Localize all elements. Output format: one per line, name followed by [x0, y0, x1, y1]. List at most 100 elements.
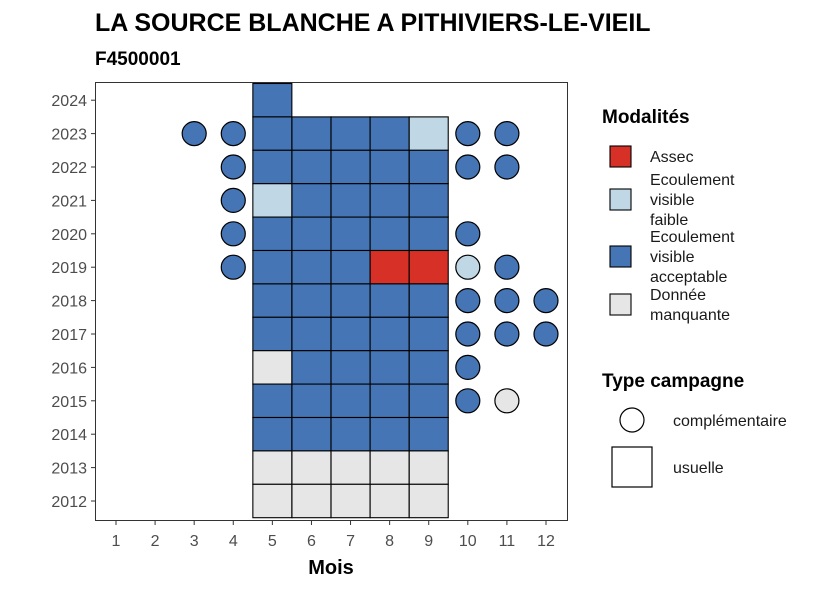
cell-2013-9 [408, 450, 449, 485]
chart-subtitle: F4500001 [95, 49, 181, 70]
y-tick-label: 2013 [51, 461, 87, 478]
cell-2023-5 [252, 116, 293, 151]
cell-2017-6 [291, 316, 332, 352]
x-axis-title: Mois [308, 557, 354, 579]
cell-2015-9 [408, 383, 449, 419]
point-2022-11 [494, 154, 520, 180]
y-tick-label: 2023 [51, 127, 87, 144]
cell-2014-5 [252, 416, 293, 452]
point-2023-11 [494, 121, 520, 147]
x-tick-label: 8 [385, 533, 394, 550]
legend-label-faible: Ecoulement visible faible [650, 172, 735, 229]
y-axis-ticks: 2012 2013 2014 2015 2016 2017 2018 2019 2020 2021… [51, 93, 95, 511]
cell-2019-6 [291, 249, 332, 285]
x-tick-label: 9 [424, 533, 433, 550]
cell-2014-8 [369, 416, 410, 452]
cell-2017-8 [369, 316, 410, 352]
cell-2017-7 [330, 316, 371, 352]
cell-2020-9 [408, 216, 449, 252]
cell-2014-9 [408, 416, 449, 452]
cell-2021-6 [291, 183, 332, 218]
cell-2012-7 [330, 483, 371, 519]
complementary-points [181, 121, 559, 414]
cell-2021-8 [369, 183, 410, 218]
point-2022-10 [455, 154, 481, 180]
point-2019-11 [494, 254, 520, 280]
y-tick-label: 2020 [51, 227, 87, 244]
cell-2016-8 [369, 350, 410, 385]
x-tick-label: 6 [307, 533, 316, 550]
cell-2016-6 [291, 350, 332, 385]
cell-2018-6 [291, 283, 332, 318]
chart-title: LA SOURCE BLANCHE A PITHIVIERS-LE-VIEIL [95, 9, 651, 37]
legend-label-acceptable: Ecoulement visible acceptable [650, 229, 735, 286]
x-tick-label: 5 [268, 533, 277, 550]
cell-2019-7 [330, 249, 371, 285]
cell-2020-5 [252, 216, 293, 252]
cell-2014-7 [330, 416, 371, 452]
point-2015-10 [455, 388, 481, 414]
cell-2023-6 [291, 116, 332, 151]
cell-2014-6 [291, 416, 332, 452]
point-2021-4 [220, 187, 246, 213]
x-tick-label: 4 [229, 533, 238, 550]
cell-2016-7 [330, 350, 371, 385]
legend-campagne: complémentaire usuelle [611, 407, 787, 488]
cell-2022-9 [408, 149, 449, 185]
cell-2023-7 [330, 116, 371, 151]
cell-2022-5 [252, 149, 293, 185]
legend-swatch-faible [609, 188, 632, 211]
x-axis-ticks: 1 2 3 4 5 6 7 8 9 10 11 12 [112, 521, 555, 550]
legend-key-circle [619, 407, 645, 433]
legend-campagne-title: Type campagne [602, 371, 744, 392]
cell-2017-5 [252, 316, 293, 352]
point-2019-4 [220, 254, 246, 280]
cell-2013-8 [369, 450, 410, 485]
y-tick-label: 2019 [51, 260, 87, 277]
cell-2018-5 [252, 283, 293, 318]
cell-2015-5 [252, 383, 293, 419]
point-2022-4 [220, 154, 246, 180]
y-tick-label: 2024 [51, 93, 87, 110]
cell-2022-8 [369, 149, 410, 185]
point-2023-10 [455, 121, 481, 147]
cell-2021-7 [330, 183, 371, 218]
point-2019-10 [455, 254, 481, 280]
y-tick-label: 2015 [51, 394, 87, 411]
x-tick-label: 3 [190, 533, 199, 550]
legend-label-usuelle: usuelle [673, 460, 724, 477]
cell-2015-6 [291, 383, 332, 419]
cell-2012-8 [369, 483, 410, 519]
legend-swatch-assec [609, 145, 632, 168]
cell-2021-9 [408, 183, 449, 218]
legend-key-square [611, 446, 653, 488]
x-tick-label: 10 [459, 533, 477, 550]
legend-label-manquante: Donnée manquante [650, 287, 730, 324]
point-2023-3 [181, 121, 207, 147]
point-2016-10 [455, 354, 481, 380]
point-2018-11 [494, 288, 520, 314]
cell-2012-5 [252, 483, 293, 519]
cell-2016-9 [408, 350, 449, 385]
point-2020-4 [220, 221, 246, 247]
legend-swatch-manquante [609, 293, 632, 316]
x-tick-label: 1 [112, 533, 121, 550]
point-2017-10 [455, 321, 481, 347]
cell-2015-8 [369, 383, 410, 419]
cell-2023-9 [408, 116, 449, 151]
cell-2019-8 [369, 249, 410, 285]
y-tick-label: 2021 [51, 193, 87, 210]
point-2017-12 [533, 321, 559, 347]
cell-2015-7 [330, 383, 371, 419]
cell-2018-9 [408, 283, 449, 318]
x-tick-label: 2 [151, 533, 160, 550]
cell-2013-6 [291, 450, 332, 485]
cell-2018-8 [369, 283, 410, 318]
point-2020-10 [455, 221, 481, 247]
point-2018-10 [455, 288, 481, 314]
y-tick-label: 2012 [51, 494, 87, 511]
cell-2023-8 [369, 116, 410, 151]
cell-2022-6 [291, 149, 332, 185]
